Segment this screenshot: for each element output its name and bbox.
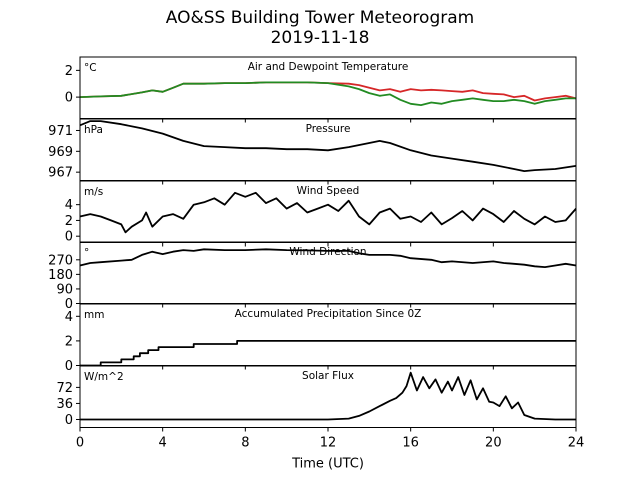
series-line-3-0 — [79, 248, 577, 268]
x-tick-label: 20 — [485, 436, 502, 451]
y-tick-label: 969 — [48, 145, 73, 160]
y-tick-label: 4 — [65, 310, 73, 325]
y-tick-label: 0 — [65, 297, 73, 312]
panel-unit-label: mm — [84, 309, 104, 321]
panel-unit-label: °C — [84, 62, 97, 74]
figure-date: 2019-11-18 — [270, 28, 370, 48]
y-tick-label: 0 — [65, 230, 73, 245]
y-tick-label: 2 — [65, 334, 73, 349]
y-tick-label: 4 — [65, 198, 73, 213]
x-tick-label: 24 — [568, 436, 585, 451]
x-tick-label: 8 — [241, 436, 249, 451]
y-tick-label: 2 — [65, 64, 73, 79]
panel-unit-label: ° — [84, 247, 89, 259]
panel-title: Solar Flux — [302, 370, 354, 382]
panel-title: Wind Speed — [297, 185, 360, 197]
y-tick-label: 0 — [65, 413, 73, 428]
y-tick-label: 36 — [56, 397, 73, 412]
panel-title: Wind Direction — [289, 246, 366, 258]
series-line-5-0 — [80, 371, 576, 421]
panel-unit-label: W/m^2 — [84, 371, 124, 383]
x-tick-label: 12 — [320, 436, 337, 451]
x-tick-label: 4 — [159, 436, 167, 451]
y-tick-label: 971 — [48, 124, 73, 139]
y-tick-label: 90 — [56, 282, 73, 297]
panel-unit-label: m/s — [84, 186, 103, 198]
panel-title: Air and Dewpoint Temperature — [248, 61, 409, 73]
x-tick-label: 0 — [76, 436, 84, 451]
x-axis-label: Time (UTC) — [291, 457, 364, 472]
y-tick-label: 967 — [48, 166, 73, 181]
series-line-2-0 — [79, 191, 577, 234]
panel-title: Accumulated Precipitation Since 0Z — [235, 308, 422, 320]
y-tick-label: 180 — [48, 268, 73, 283]
figure-title: AO&SS Building Tower Meteorogram — [165, 8, 475, 28]
series-line-4-0 — [80, 340, 576, 367]
y-tick-label: 0 — [65, 91, 73, 106]
y-tick-label: 72 — [56, 381, 73, 396]
y-tick-label: 2 — [65, 214, 73, 229]
panel-title: Pressure — [306, 123, 351, 135]
y-tick-label: 270 — [48, 253, 73, 268]
x-tick-label: 16 — [402, 436, 419, 451]
series-line-0-1 — [79, 81, 576, 106]
panel-unit-label: hPa — [84, 124, 103, 136]
y-tick-label: 0 — [65, 359, 73, 374]
series-line-1-0 — [79, 120, 577, 172]
